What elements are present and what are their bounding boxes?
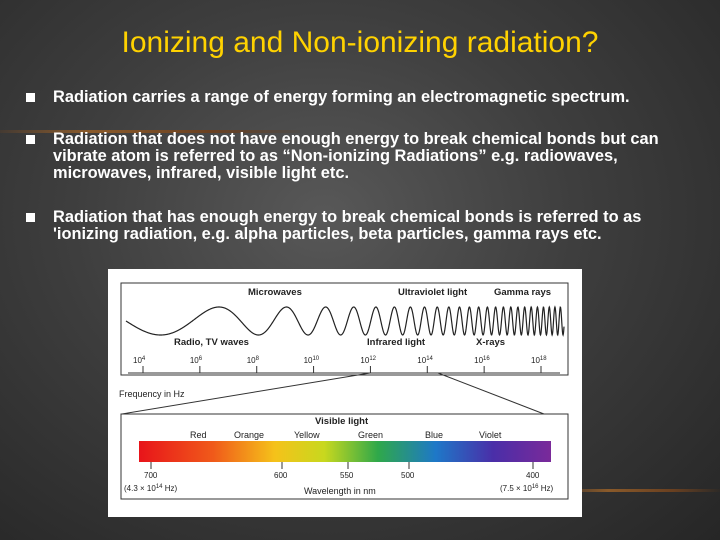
left-frequency-note: (4.3 × 1014 Hz) <box>124 484 178 493</box>
color-label-red: Red <box>190 430 207 440</box>
color-label-violet: Violet <box>479 430 502 440</box>
bullet-text: Radiation carries a range of energy form… <box>53 88 630 106</box>
wavelength-tick-700: 700 <box>144 471 158 480</box>
bullet-square-icon <box>26 135 35 144</box>
color-label-green: Green <box>358 430 383 440</box>
frequency-tick-label: 108 <box>247 356 260 365</box>
bullet-text: Radiation that does not have enough ener… <box>53 130 659 182</box>
left-frequency-unit: Hz) <box>163 484 178 493</box>
color-label-blue: Blue <box>425 430 443 440</box>
frequency-tick-label: 1018 <box>531 356 547 365</box>
zoom-line-left <box>121 372 371 415</box>
bullet-text: Radiation that has enough energy to brea… <box>53 208 642 243</box>
wavelength-tick-600: 600 <box>274 471 288 480</box>
wavelength-axis-label: Wavelength in nm <box>304 486 376 496</box>
frequency-tick-label: 1016 <box>474 356 490 365</box>
ultraviolet-label: Ultraviolet light <box>398 287 468 298</box>
right-frequency-unit: Hz) <box>539 484 554 493</box>
xrays-label: X-rays <box>476 337 505 348</box>
em-wave <box>125 305 565 337</box>
bullet-item: Radiation carries a range of energy form… <box>26 89 696 106</box>
infrared-label: Infrared light <box>367 337 426 348</box>
decorative-line-left <box>0 130 300 133</box>
wavelength-tick-550: 550 <box>340 471 354 480</box>
frequency-tick-label: 1010 <box>304 356 320 365</box>
wavelength-ticks <box>150 462 534 469</box>
em-spectrum-diagram: Microwaves Ultraviolet light Gamma rays … <box>119 282 569 500</box>
wavelength-tick-400: 400 <box>526 471 540 480</box>
bullet-item: Radiation that does not have enough ener… <box>26 131 696 182</box>
frequency-axis-label: Frequency in Hz <box>119 389 185 399</box>
zoom-line-right <box>437 372 545 415</box>
left-frequency-base: (4.3 × 10 <box>124 484 156 493</box>
visible-light-title: Visible light <box>315 416 369 427</box>
slide-title: Ionizing and Non-ionizing radiation? <box>121 26 599 59</box>
left-frequency-exponent: 14 <box>156 484 163 490</box>
frequency-tick-label: 106 <box>190 356 203 365</box>
visible-spectrum-bar <box>139 441 551 462</box>
right-frequency-base: (7.5 × 10 <box>500 484 532 493</box>
frequency-ticks: 104 106 108 1010 1012 1014 1016 1018 <box>133 356 547 373</box>
right-frequency-exponent: 16 <box>532 484 539 490</box>
right-frequency-note: (7.5 × 1016 Hz) <box>500 484 554 493</box>
color-label-yellow: Yellow <box>294 430 320 440</box>
wavelength-tick-500: 500 <box>401 471 415 480</box>
bullet-item: Radiation that has enough energy to brea… <box>26 209 696 243</box>
decorative-line-right <box>560 489 720 492</box>
frequency-tick-label: 1014 <box>417 356 433 365</box>
em-spectrum-figure: Microwaves Ultraviolet light Gamma rays … <box>108 269 582 517</box>
frequency-tick-label: 104 <box>133 356 146 365</box>
color-label-orange: Orange <box>234 430 264 440</box>
microwaves-label: Microwaves <box>248 287 302 298</box>
bullet-square-icon <box>26 213 35 222</box>
bullet-square-icon <box>26 93 35 102</box>
frequency-tick-label: 1012 <box>360 356 376 365</box>
gamma-rays-label: Gamma rays <box>494 287 551 298</box>
radio-tv-label: Radio, TV waves <box>174 337 249 348</box>
